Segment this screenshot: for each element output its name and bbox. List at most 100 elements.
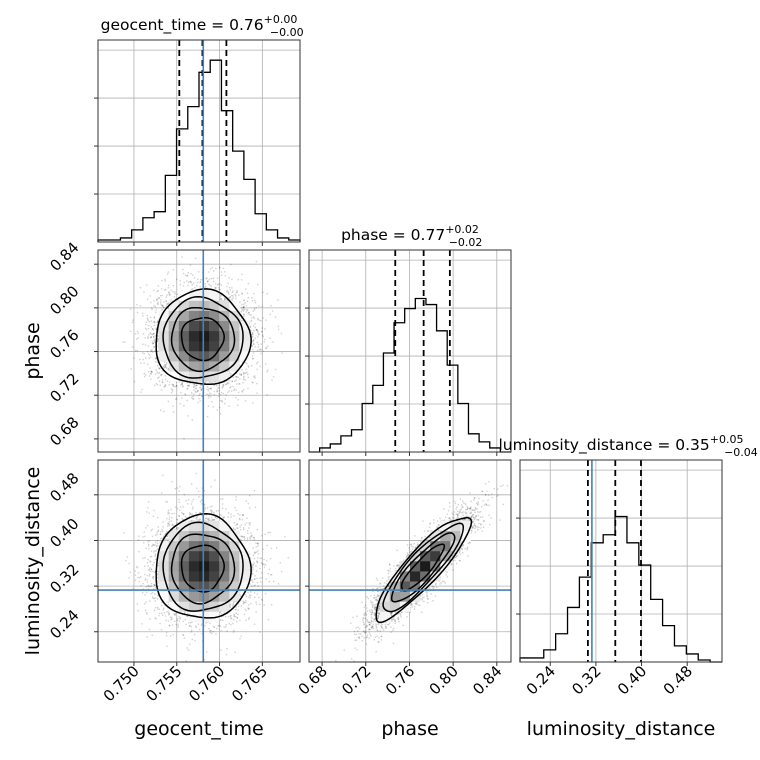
sample-point	[208, 395, 210, 397]
sample-point	[266, 293, 268, 295]
sample-point	[231, 298, 233, 300]
sample-point	[136, 303, 138, 306]
sample-point	[271, 379, 273, 381]
sample-point	[164, 365, 166, 367]
sample-point	[233, 389, 235, 392]
sample-point	[182, 285, 185, 287]
sample-point	[144, 327, 147, 330]
sample-point	[193, 286, 196, 289]
sample-point	[142, 333, 145, 335]
sample-point	[194, 382, 196, 385]
sample-point	[242, 389, 245, 391]
sample-point	[142, 343, 144, 345]
sample-point	[223, 299, 226, 301]
sample-point	[207, 390, 210, 392]
sample-point	[265, 363, 267, 365]
sample-point	[242, 382, 244, 384]
sample-point	[179, 403, 181, 405]
sample-point	[256, 368, 258, 371]
sample-point	[190, 281, 192, 283]
sample-point	[242, 372, 245, 374]
histogram-luminosity_distance	[519, 515, 722, 663]
sample-point	[222, 383, 224, 386]
sample-point	[251, 344, 254, 347]
sample-point	[154, 361, 157, 363]
sample-point	[191, 419, 193, 421]
sample-point	[139, 358, 141, 361]
sample-point	[228, 293, 230, 295]
sample-point	[251, 336, 254, 338]
sample-point	[222, 384, 225, 386]
sample-point	[280, 332, 283, 335]
sample-point	[253, 330, 255, 332]
sample-point	[208, 381, 211, 383]
sample-point	[188, 384, 190, 387]
sample-point	[272, 341, 274, 343]
sample-point	[246, 309, 248, 311]
sample-point	[210, 381, 213, 383]
sample-point	[157, 345, 159, 347]
sample-point	[175, 381, 178, 383]
sample-point	[210, 387, 212, 390]
sample-point	[146, 317, 148, 319]
sample-point	[181, 382, 184, 385]
sample-point	[219, 267, 221, 269]
sample-point	[167, 284, 170, 287]
sample-point	[234, 293, 236, 296]
sample-point	[220, 298, 222, 300]
sample-point	[251, 316, 253, 319]
sample-point	[242, 306, 245, 309]
sample-point	[172, 285, 175, 287]
sample-point	[150, 316, 152, 319]
sample-point	[243, 315, 245, 317]
sample-point	[235, 396, 237, 399]
sample-point	[247, 313, 249, 315]
sample-point	[165, 367, 168, 369]
sample-point	[255, 362, 258, 365]
sample-point	[232, 376, 234, 379]
sample-point	[208, 283, 210, 286]
sample-point	[181, 383, 183, 386]
sample-point	[254, 299, 256, 302]
sample-point	[240, 279, 243, 281]
sample-point	[252, 381, 254, 384]
sample-point	[239, 365, 241, 367]
sample-point	[228, 286, 231, 289]
sample-point	[232, 295, 234, 297]
sample-point	[207, 280, 209, 282]
sample-point	[228, 382, 230, 385]
sample-point	[219, 288, 221, 291]
sample-point	[219, 399, 222, 402]
sample-point	[169, 293, 172, 296]
sample-point	[278, 328, 280, 331]
sample-point	[214, 381, 216, 383]
sample-point	[190, 272, 192, 275]
sample-point	[240, 373, 242, 376]
sample-point	[150, 370, 153, 373]
sample-point	[165, 363, 168, 366]
sample-point	[168, 293, 170, 295]
sample-point	[253, 375, 256, 377]
sample-point	[219, 381, 221, 383]
sample-point	[253, 316, 255, 318]
sample-point	[134, 332, 137, 335]
sample-point	[247, 297, 250, 299]
sample-point	[124, 341, 126, 343]
sample-point	[148, 334, 150, 336]
sample-point	[224, 398, 226, 400]
sample-point	[266, 394, 268, 396]
sample-point	[258, 305, 260, 307]
sample-point	[236, 289, 238, 292]
sample-point	[204, 286, 206, 289]
sample-point	[221, 400, 223, 402]
sample-point	[209, 268, 212, 270]
sample-point	[163, 289, 166, 291]
sample-point	[197, 401, 199, 404]
sample-point	[170, 388, 173, 390]
sample-point	[243, 303, 245, 305]
sample-point	[164, 278, 166, 280]
sample-point	[217, 283, 220, 286]
sample-point	[155, 357, 157, 360]
sample-point	[172, 384, 174, 386]
sample-point	[158, 297, 160, 299]
